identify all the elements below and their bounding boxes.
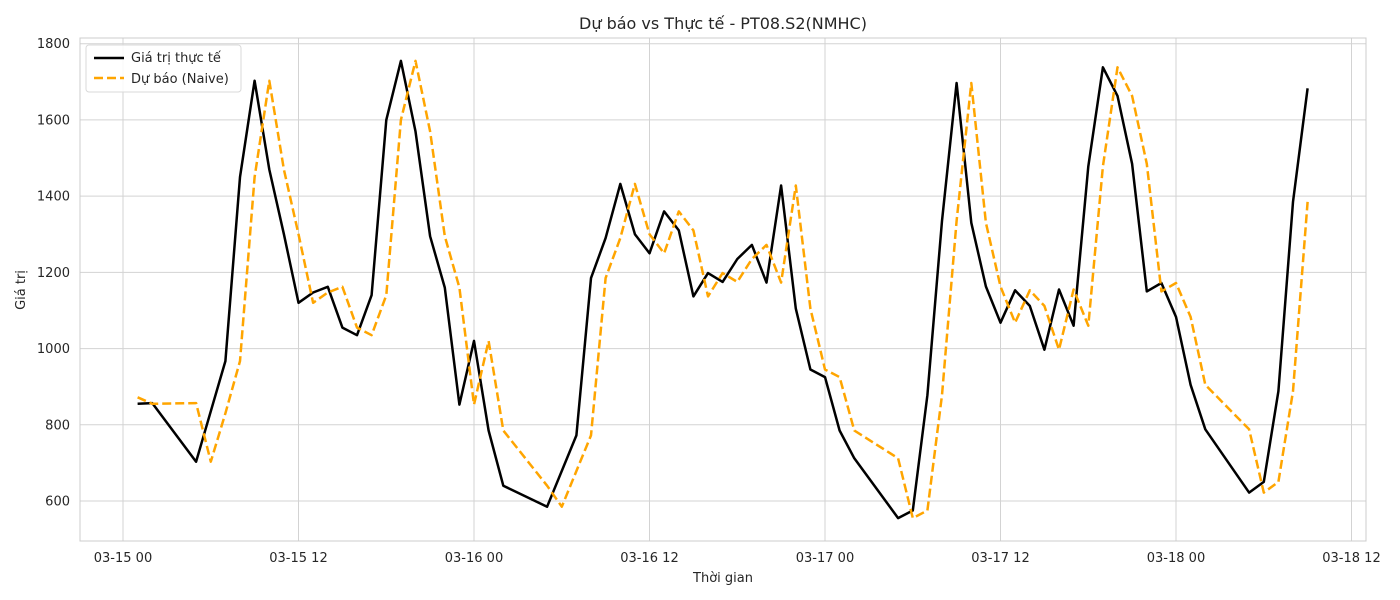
y-axis-label: Giá trị [14, 270, 29, 310]
x-tick-label: 03-16 00 [445, 551, 503, 566]
series-line-forecast [137, 59, 1309, 520]
series-group [137, 59, 1309, 520]
plot-area [79, 37, 1367, 542]
y-tick-label: 800 [45, 418, 70, 433]
x-tick-label: 03-18 00 [1147, 551, 1205, 566]
chart-title: Dự báo vs Thực tế - PT08.S2(NMHC) [579, 14, 867, 33]
y-tick-label: 1600 [37, 113, 70, 128]
y-axis-ticks: 600 800 1000 1200 1400 1600 1800 [37, 37, 70, 509]
y-tick-label: 1000 [37, 342, 70, 357]
x-tick-label: 03-17 00 [796, 551, 854, 566]
x-tick-label: 03-16 12 [620, 551, 678, 566]
y-tick-label: 1400 [37, 190, 70, 205]
x-tick-label: 03-15 00 [94, 551, 152, 566]
series-line-actual [137, 59, 1309, 520]
legend: Giá trị thực tế Dự báo (Naive) [85, 44, 242, 93]
x-axis-ticks: 03-15 00 03-15 12 03-16 00 03-16 12 03-17 00… [94, 551, 1381, 566]
grid [80, 38, 1366, 541]
y-tick-label: 1200 [37, 266, 70, 281]
legend-box [85, 44, 242, 93]
x-tick-label: 03-18 12 [1322, 551, 1380, 566]
x-tick-label: 03-17 12 [971, 551, 1029, 566]
y-tick-label: 600 [45, 494, 70, 509]
legend-label-actual: Giá trị thực tế [131, 51, 221, 66]
x-axis-label: Thời gian [692, 571, 753, 586]
x-tick-label: 03-15 12 [269, 551, 327, 566]
legend-label-forecast: Dự báo (Naive) [131, 72, 229, 87]
y-tick-label: 1800 [37, 37, 70, 52]
